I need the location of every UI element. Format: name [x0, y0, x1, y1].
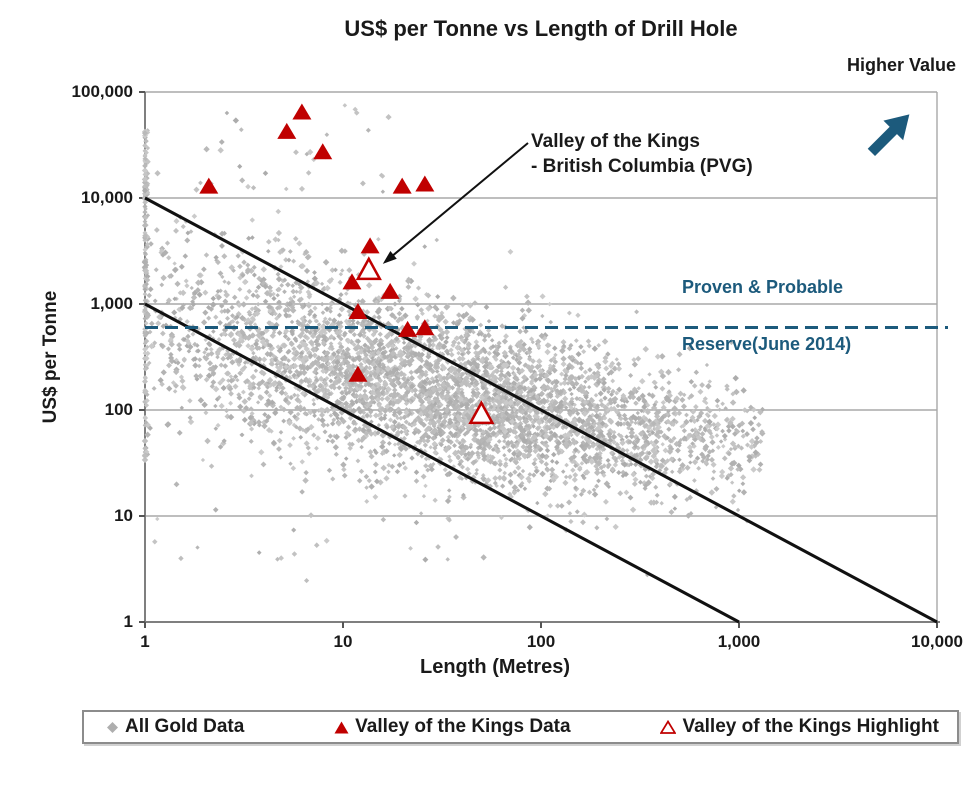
scatter-plot-canvas: [0, 0, 980, 660]
y-tick-label: 10,000: [81, 188, 133, 207]
x-tick-label: 100: [526, 632, 556, 651]
legend-label: All Gold Data: [125, 716, 245, 737]
y-axis-title: US$ per Tonne: [40, 290, 61, 424]
reserve-june-2014-label: Reserve(June 2014): [682, 334, 852, 354]
valley-of-the-kings-annotation: Valley of the Kings - British Columbia (…: [531, 129, 753, 179]
proven-probable-label: Proven & Probable: [682, 277, 844, 297]
x-tick-label: 1,000: [717, 632, 761, 651]
chart-title: US$ per Tonne vs Length of Drill Hole: [344, 16, 738, 41]
legend-item-valley-of-the-kings-highlight: Valley of the Kings Highlight: [660, 716, 939, 738]
red-open-triangle-icon: [660, 720, 677, 734]
chart-legend: All Gold Data Valley of the Kings Data V…: [82, 710, 959, 744]
annotation-line-1: Valley of the Kings: [531, 131, 700, 152]
legend-label: Valley of the Kings Data: [355, 716, 571, 737]
annotation-line-2: - British Columbia (PVG): [531, 156, 753, 177]
y-tick-label: 1,000: [90, 294, 133, 313]
y-tick-label: 10: [114, 506, 133, 525]
x-tick-label: 10: [333, 632, 353, 651]
higher-value-label: Higher Value: [846, 55, 956, 75]
red-triangle-icon: [334, 721, 349, 733]
legend-item-valley-of-the-kings-data: Valley of the Kings Data: [334, 716, 571, 738]
x-tick-label: 1: [140, 632, 150, 651]
x-axis-title: Length (Metres): [420, 656, 570, 678]
x-tick-label: 10,000: [911, 632, 963, 651]
y-tick-label: 1: [123, 612, 133, 631]
higher-value-arrow-icon: [867, 114, 910, 157]
legend-item-all-gold-data: All Gold Data: [106, 716, 244, 738]
legend-label: Valley of the Kings Highlight: [682, 716, 939, 737]
y-tick-label: 100,000: [71, 82, 133, 101]
gray-diamond-icon: [107, 721, 118, 733]
y-tick-label: 100: [104, 400, 133, 419]
